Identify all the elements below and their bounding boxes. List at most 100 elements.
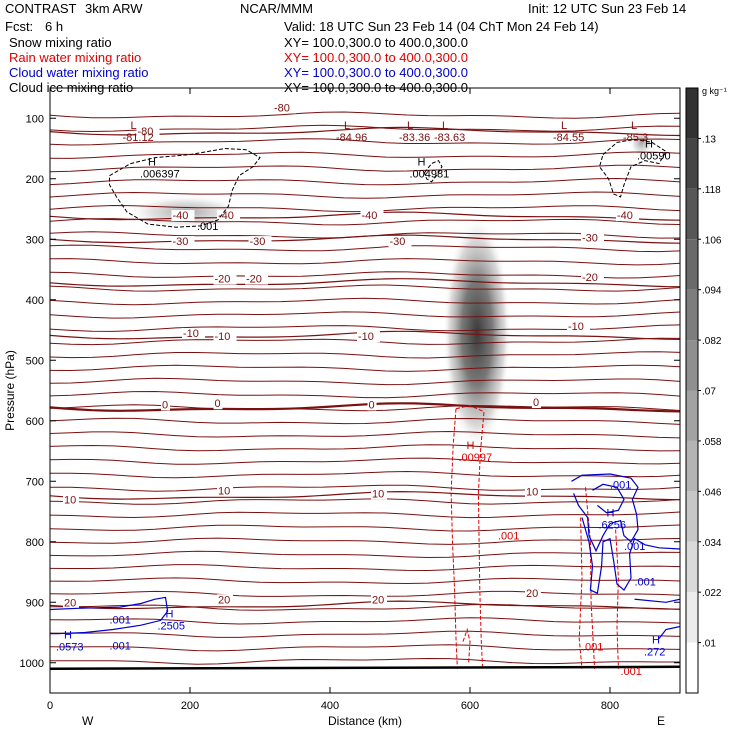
temperature-label-bg bbox=[273, 102, 296, 114]
temperature-isoline bbox=[50, 258, 680, 266]
y-tick-label: 400 bbox=[26, 295, 44, 307]
temperature-isoline bbox=[50, 271, 680, 279]
temperature-label-bg bbox=[360, 210, 384, 222]
temperature-isoline bbox=[50, 364, 680, 372]
extremum-marker: H bbox=[148, 156, 156, 168]
field-name-cloud-water: Cloud water mixing ratio bbox=[9, 65, 149, 80]
extremum-value: .00997 bbox=[459, 452, 493, 464]
temperature-isoline bbox=[50, 191, 680, 199]
x-tick-label: 400 bbox=[321, 700, 339, 712]
temperature-isoline bbox=[50, 511, 680, 519]
colorbar-unit: g kg⁻¹ bbox=[702, 86, 727, 96]
temperature-isoline bbox=[50, 657, 680, 665]
temperature-isoline bbox=[50, 111, 680, 119]
field-xy-snow: XY= 100.0,300.0 to 400.0,300.0 bbox=[284, 35, 468, 50]
colorbar-tick-label: .022 bbox=[702, 588, 722, 599]
temperature-isoline bbox=[50, 351, 680, 359]
rain-contour bbox=[578, 517, 583, 669]
field-name-snow: Snow mixing ratio bbox=[9, 35, 112, 50]
temperature-label: -30 bbox=[250, 236, 266, 248]
temperature-isoline bbox=[50, 470, 680, 479]
temperature-label-bg bbox=[388, 236, 412, 248]
temperature-label: 0 bbox=[215, 398, 221, 410]
temperature-label: -40 bbox=[173, 210, 189, 222]
extremum-marker: H bbox=[467, 440, 475, 452]
temperature-isoline bbox=[50, 177, 680, 186]
extremum-value: -85.3 bbox=[623, 132, 648, 144]
temperature-label-bg bbox=[357, 331, 380, 343]
colorbar-tick-label: .034 bbox=[702, 538, 722, 549]
cloud-ice-contour bbox=[598, 138, 667, 198]
temperature-label: 10 bbox=[218, 485, 230, 497]
temperature-isoline bbox=[50, 644, 680, 652]
temperature-label-bg bbox=[248, 236, 272, 248]
temperature-isoline bbox=[50, 577, 680, 585]
temperature-label: -20 bbox=[246, 274, 262, 286]
extremum-marker: L bbox=[344, 120, 350, 132]
temperature-label-bg bbox=[525, 588, 541, 600]
rain-contour bbox=[615, 529, 619, 669]
colorbar: .13 .118 .106 .094 .082 .07 .058 .046 .034 .022 .0… bbox=[685, 86, 727, 694]
temperature-label: -30 bbox=[173, 236, 189, 248]
extremum-value: .2505 bbox=[158, 620, 186, 632]
temperature-label-bg bbox=[171, 236, 195, 248]
temperature-isoline bbox=[50, 430, 680, 439]
extremum-marker: H bbox=[418, 156, 426, 168]
extremum-marker: L bbox=[131, 120, 137, 132]
plot-frame bbox=[49, 87, 681, 694]
temperature-label: 20 bbox=[526, 588, 538, 600]
temperature-label-bg bbox=[182, 328, 205, 340]
temperature-isoline bbox=[50, 311, 680, 319]
temperature-isoline bbox=[50, 417, 680, 425]
temperature-label-bg bbox=[371, 488, 387, 500]
rain-contour bbox=[585, 487, 596, 669]
west-label: W bbox=[82, 714, 94, 728]
rain-contour bbox=[450, 408, 458, 669]
extremum-marker: L bbox=[442, 120, 448, 132]
colorbar-segment bbox=[686, 390, 698, 441]
extremum-marker: L bbox=[631, 120, 637, 132]
temperature-isoline bbox=[50, 444, 680, 452]
contour-value-label: .001 bbox=[610, 480, 631, 492]
extremum-marker: L bbox=[561, 120, 567, 132]
cloud-water-contour bbox=[658, 625, 680, 639]
temperature-isoline bbox=[50, 244, 680, 253]
plot-area: -80 -80 -40 -40 -40 -40 -30 -30 -30 -30 -20 -20 -20 -… bbox=[50, 102, 680, 678]
colorbar-segment bbox=[686, 541, 698, 593]
y-tick-label: 900 bbox=[26, 597, 44, 609]
temperature-isoline bbox=[50, 617, 680, 625]
extremum-marker: H bbox=[64, 630, 72, 642]
temperature-label-bg bbox=[367, 399, 377, 411]
fcst-label: Fcst: bbox=[5, 19, 34, 34]
temperature-label-bg bbox=[525, 486, 541, 498]
contour-value-label: .001 bbox=[498, 530, 519, 542]
colorbar-tick-label: .094 bbox=[702, 286, 722, 297]
temperature-label-bg bbox=[217, 485, 233, 497]
temperature-label: -20 bbox=[215, 274, 231, 286]
temperature-label: -10 bbox=[568, 321, 584, 333]
y-tick-label: 300 bbox=[26, 234, 44, 246]
cloud-water-contour bbox=[571, 473, 639, 553]
extremum-value: -84.96 bbox=[336, 132, 367, 144]
cloud-water-contour bbox=[634, 598, 680, 603]
temperature-contour-20 bbox=[50, 600, 680, 610]
temperature-label-bg bbox=[371, 594, 387, 606]
colorbar-segment bbox=[686, 188, 698, 240]
temperature-isoline bbox=[50, 484, 680, 492]
colorbar-tick-label: .13 bbox=[702, 134, 716, 145]
y-tick-label: 100 bbox=[26, 113, 44, 125]
y-tick-label: 200 bbox=[26, 174, 44, 186]
temperature-label-bg bbox=[567, 320, 590, 332]
colorbar-tick-label: .046 bbox=[702, 487, 722, 498]
contour-value-label: .001 bbox=[635, 576, 656, 588]
org-label: NCAR/MMM bbox=[240, 1, 313, 16]
colorbar-tick-label: .01 bbox=[702, 639, 716, 650]
extremum-value: -83.36 bbox=[399, 132, 430, 144]
temperature-label: -20 bbox=[582, 272, 598, 284]
temperature-isoline bbox=[50, 377, 680, 386]
temperature-label-bg bbox=[532, 397, 541, 409]
temperature-contour--30 bbox=[50, 234, 680, 244]
contour-value-label: .001 bbox=[624, 541, 645, 553]
temperature-label: 20 bbox=[64, 597, 76, 609]
extremum-value: .006397 bbox=[140, 168, 180, 180]
